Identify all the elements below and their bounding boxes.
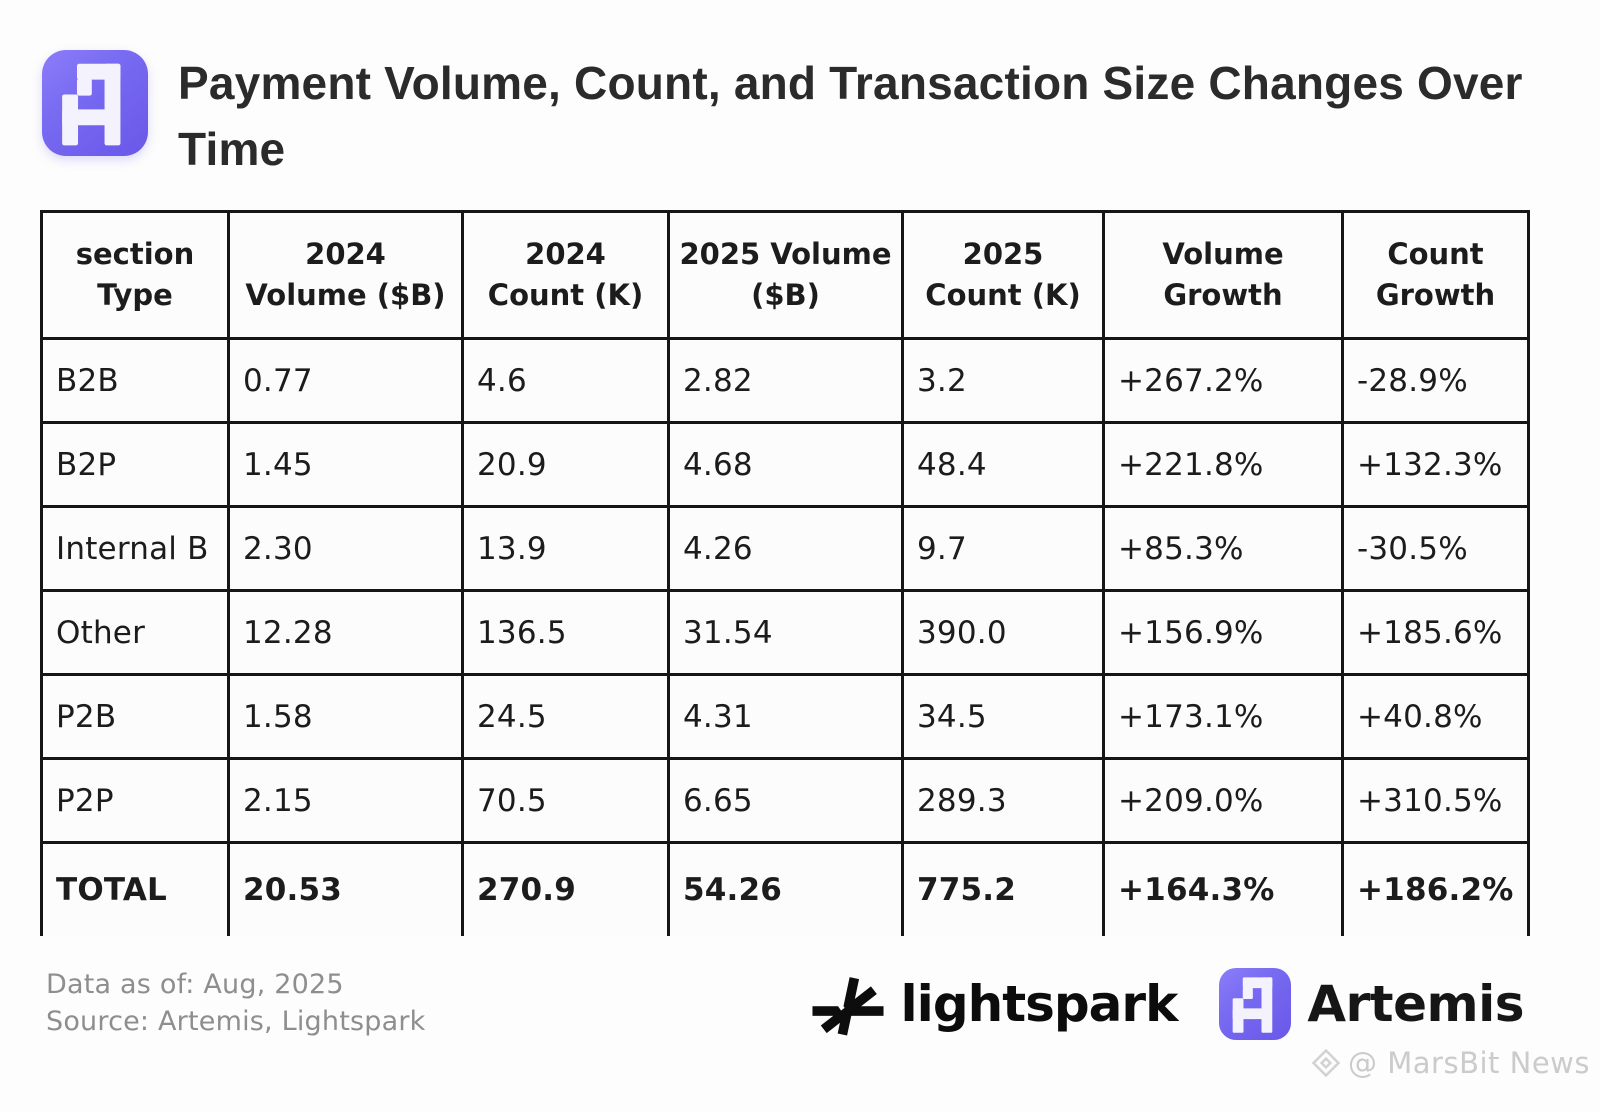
table-cell: 20.53: [227, 841, 464, 936]
header-line: 2024: [525, 237, 606, 271]
table-cell: 0.77: [227, 337, 464, 424]
table-cell: 136.5: [461, 589, 670, 676]
row-label-cell: P2P: [40, 757, 230, 844]
table-cell: 775.2: [901, 841, 1105, 936]
data-as-of-text: Data as of: Aug, 2025: [46, 969, 344, 1000]
payments-table: section Type 2024 Volume ($B) 2024 Count (K…: [40, 210, 1530, 936]
table-cell: 1.58: [227, 673, 464, 760]
header-line: Type: [97, 278, 173, 312]
table-cell: +156.9%: [1102, 589, 1344, 676]
footer-brands: lightspark Artemis: [811, 962, 1524, 1046]
col-header-2025-volume: 2025 Volume ($B): [667, 210, 904, 340]
table-row: Other 12.28 136.5 31.54 390.0 +156.9% +1…: [40, 589, 1530, 676]
source-text: Source: Artemis, Lightspark: [46, 1006, 426, 1037]
row-label-cell: TOTAL: [40, 841, 230, 936]
table-cell: +310.5%: [1341, 757, 1530, 844]
table-row: P2P 2.15 70.5 6.65 289.3 +209.0% +310.5%: [40, 757, 1530, 844]
table-cell: 1.45: [227, 421, 464, 508]
col-header-2025-count: 2025 Count (K): [901, 210, 1105, 340]
header-line: Volume: [1162, 237, 1284, 271]
table-cell: 4.6: [461, 337, 670, 424]
table-cell: 70.5: [461, 757, 670, 844]
table-cell: 289.3: [901, 757, 1105, 844]
table-cell: 270.9: [461, 841, 670, 936]
table-cell: 2.15: [227, 757, 464, 844]
header-line: section: [75, 237, 195, 271]
lightspark-wordmark: lightspark: [900, 975, 1179, 1033]
artemis-logo-icon: [1219, 968, 1292, 1040]
table-cell: 12.28: [227, 589, 464, 676]
row-label-cell: P2B: [40, 673, 230, 760]
table-cell: 4.68: [667, 421, 904, 508]
row-label-cell: Internal B: [40, 505, 230, 592]
table-cell: 390.0: [901, 589, 1105, 676]
table-cell: +173.1%: [1102, 673, 1344, 760]
table-cell: 24.5: [461, 673, 670, 760]
table-cell: +185.6%: [1341, 589, 1530, 676]
artemis-wordmark: Artemis: [1307, 975, 1524, 1033]
table-cell: 20.9: [461, 421, 670, 508]
table-cell: 54.26: [667, 841, 904, 936]
header-line: Growth: [1375, 278, 1496, 312]
header-line: 2025 Volume: [679, 237, 892, 271]
header-line: Count (K): [925, 278, 1081, 312]
col-header-2024-volume: 2024 Volume ($B): [227, 210, 464, 340]
header-line: ($B): [751, 278, 820, 312]
table-total-row: TOTAL 20.53 270.9 54.26 775.2 +164.3% +1…: [40, 841, 1530, 936]
watermark-text: @ MarsBit News: [1348, 1046, 1590, 1080]
table-cell: +186.2%: [1341, 841, 1530, 936]
table-cell: -30.5%: [1341, 505, 1530, 592]
table-row: B2B 0.77 4.6 2.82 3.2 +267.2% -28.9%: [40, 337, 1530, 424]
row-label-cell: B2B: [40, 337, 230, 424]
table-cell: 4.31: [667, 673, 904, 760]
col-header-2024-count: 2024 Count (K): [461, 210, 670, 340]
header-line: Growth: [1163, 278, 1283, 312]
table-cell: 9.7: [901, 505, 1105, 592]
table-cell: 3.2: [901, 337, 1105, 424]
table-cell: +267.2%: [1102, 337, 1344, 424]
table-cell: +132.3%: [1341, 421, 1530, 508]
header-line: Count (K): [487, 278, 644, 312]
table-row: B2P 1.45 20.9 4.68 48.4 +221.8% +132.3%: [40, 421, 1530, 508]
footer-meta: Data as of: Aug, 2025 Source: Artemis, L…: [46, 966, 425, 1040]
table-cell: 48.4: [901, 421, 1105, 508]
page-title-line2: Time: [178, 123, 286, 175]
artemis-logo-icon: [42, 50, 148, 156]
table-cell: +85.3%: [1102, 505, 1344, 592]
table-row: Internal B 2.30 13.9 4.26 9.7 +85.3% -30…: [40, 505, 1530, 592]
table-cell: 34.5: [901, 673, 1105, 760]
header-line: 2025: [962, 237, 1044, 271]
table-cell: +164.3%: [1102, 841, 1344, 936]
table-cell: 13.9: [461, 505, 670, 592]
table-cell: 2.82: [667, 337, 904, 424]
table-cell: 4.26: [667, 505, 904, 592]
header-line: Count: [1387, 237, 1484, 271]
col-header-volume-growth: Volume Growth: [1102, 210, 1344, 340]
page-title-line1: Payment Volume, Count, and Transaction S…: [178, 57, 1523, 109]
table-cell: +40.8%: [1341, 673, 1530, 760]
table-header-row: section Type 2024 Volume ($B) 2024 Count (K…: [40, 210, 1530, 340]
table-cell: 2.30: [227, 505, 464, 592]
row-label-cell: Other: [40, 589, 230, 676]
table-cell: -28.9%: [1341, 337, 1530, 424]
header-line: 2024: [305, 237, 386, 271]
table-row: P2B 1.58 24.5 4.31 34.5 +173.1% +40.8%: [40, 673, 1530, 760]
row-label-cell: B2P: [40, 421, 230, 508]
lightspark-logo-icon: [812, 977, 884, 1036]
table-cell: 6.65: [667, 757, 904, 844]
col-header-count-growth: Count Growth: [1341, 210, 1530, 340]
table-cell: +209.0%: [1102, 757, 1344, 844]
header-line: Volume ($B): [245, 278, 446, 312]
table-cell: +221.8%: [1102, 421, 1344, 508]
table-cell: 31.54: [667, 589, 904, 676]
diamond-icon: [1311, 1048, 1341, 1078]
marsbit-watermark: @ MarsBit News: [1311, 1046, 1590, 1080]
page-title: Payment Volume, Count, and Transaction S…: [178, 50, 1578, 182]
col-header-section-type: section Type: [40, 210, 230, 340]
